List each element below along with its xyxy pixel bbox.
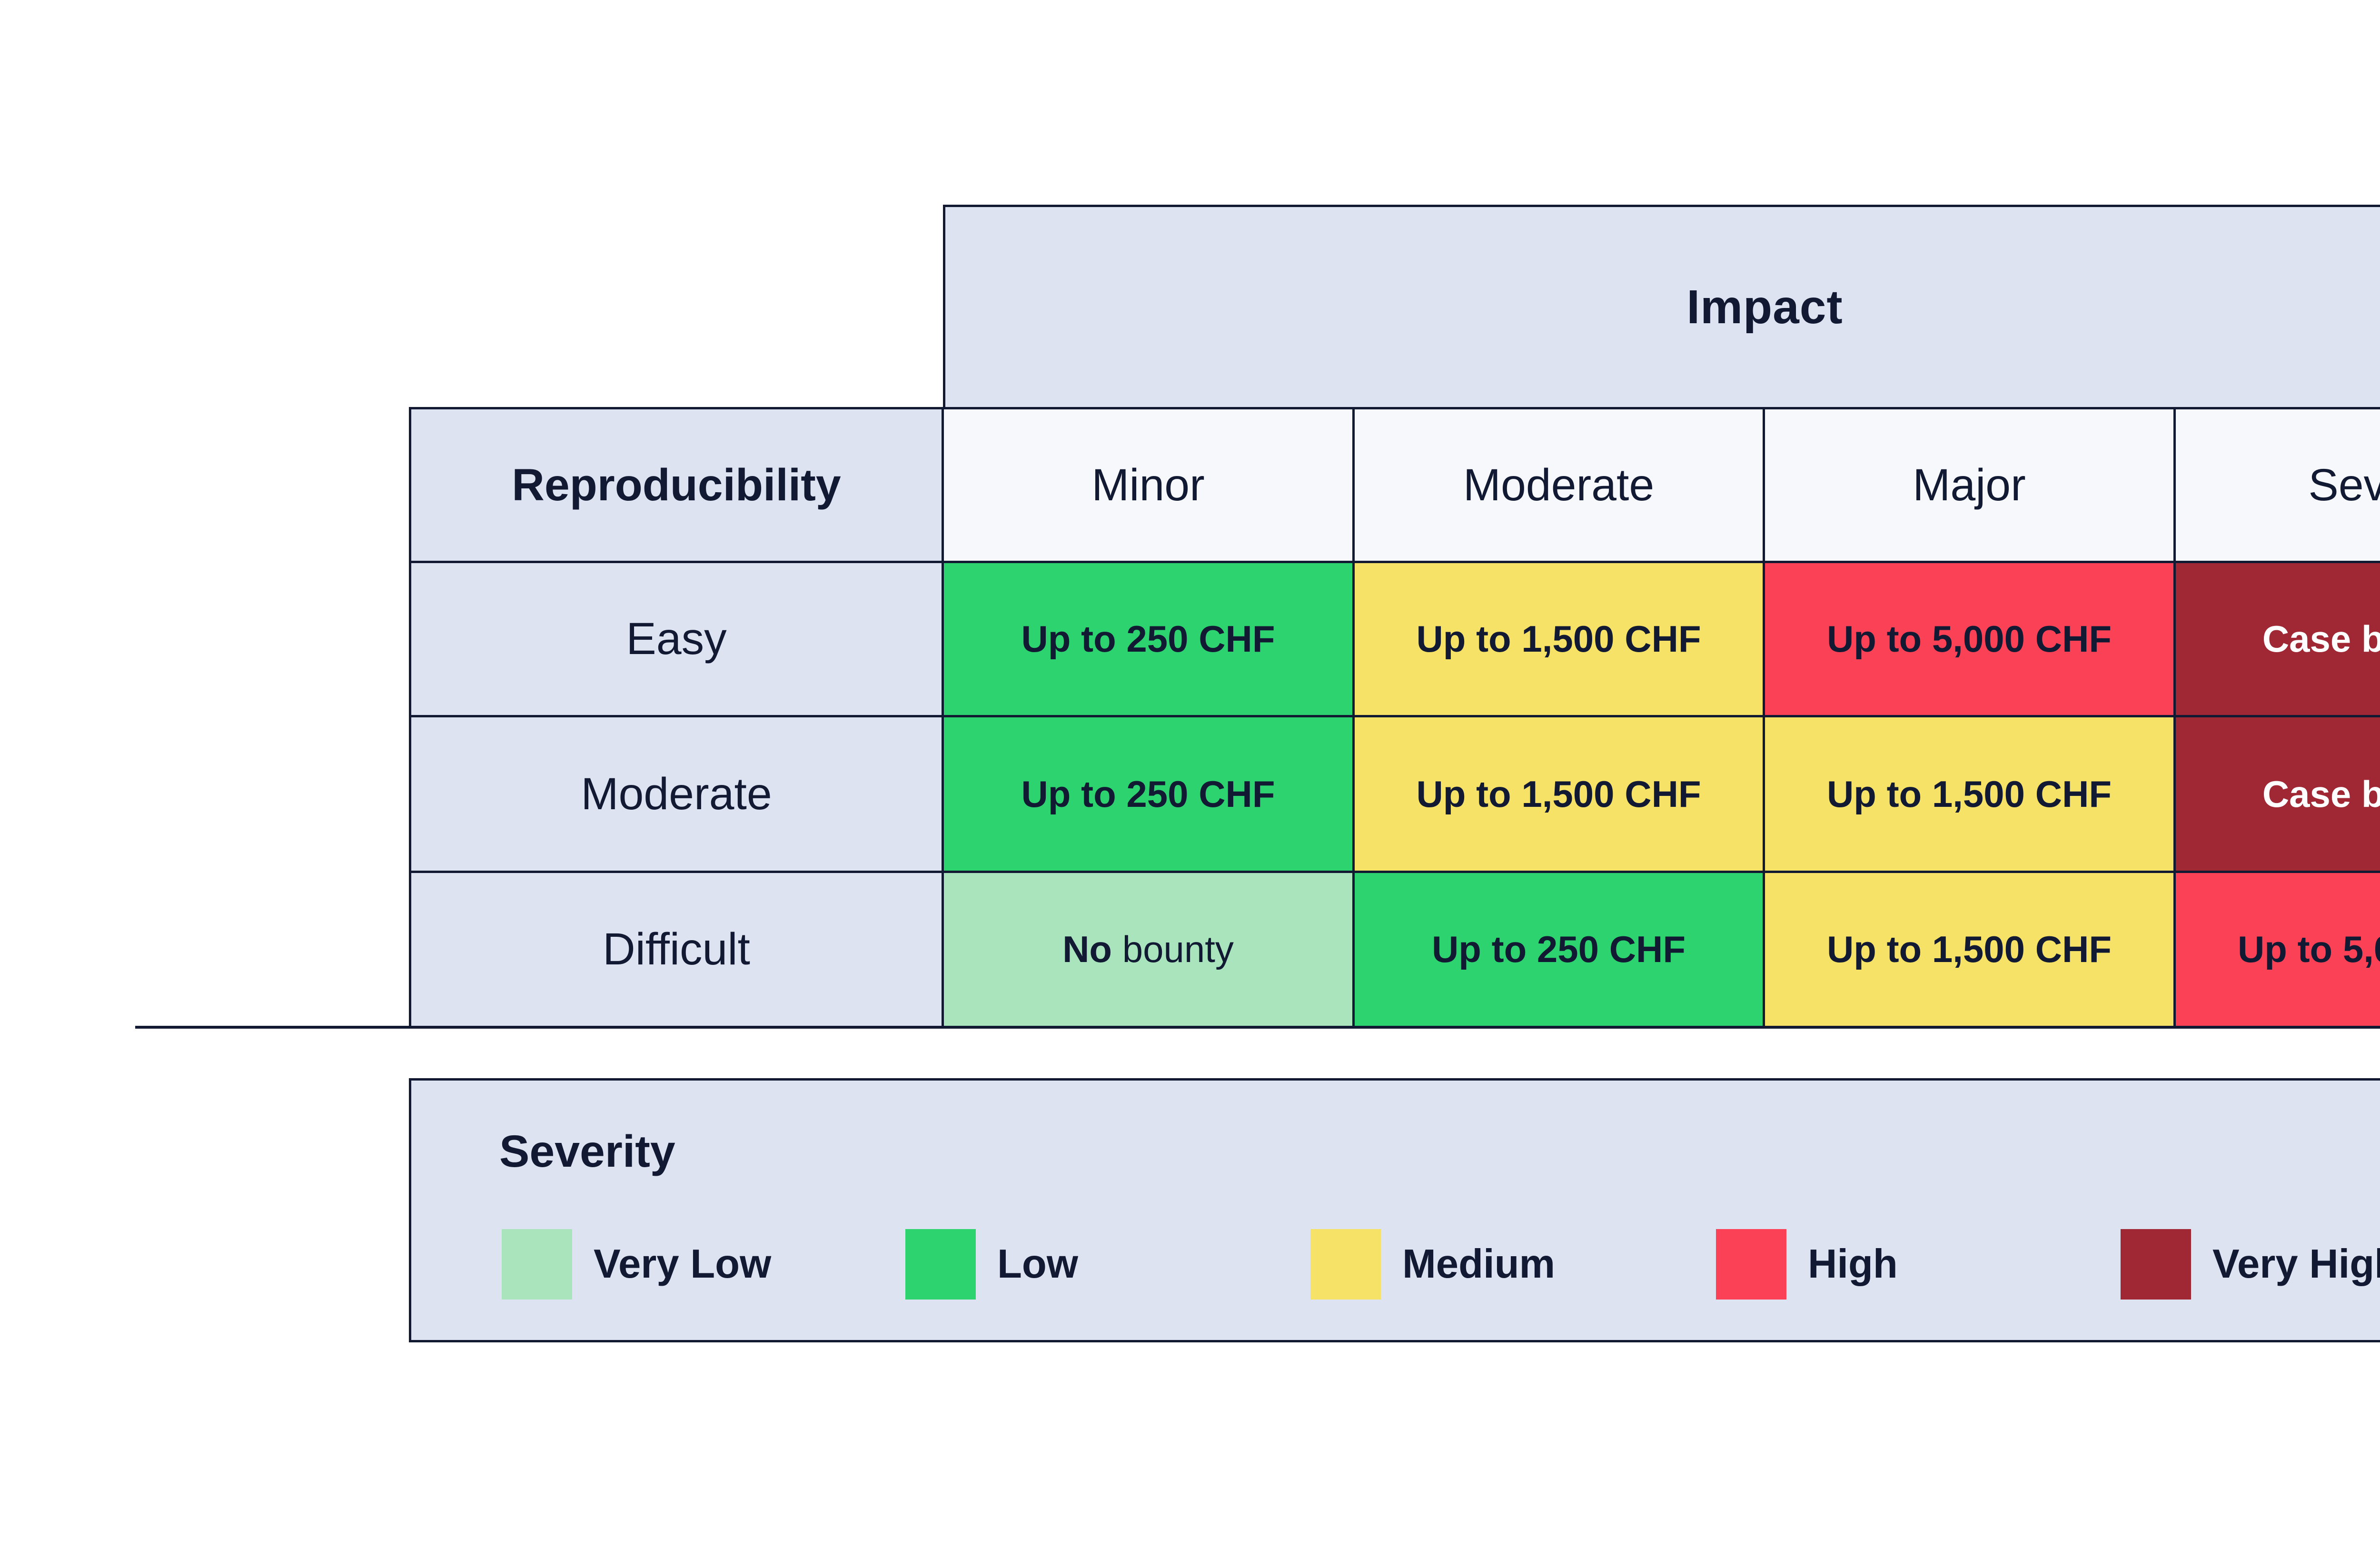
legend-item-low: Low [905, 1229, 1078, 1300]
severity-legend: Severity Very Low Low Medium High Very H… [409, 1078, 2380, 1342]
bounty-cell-moderate-minor: Up to 250 CHF [944, 717, 1352, 871]
bounty-cell-difficult-major: Up to 1,500 CHF [1765, 873, 2173, 1026]
bounty-cell-moderate-severe: Case by case [2176, 717, 2380, 871]
severity-swatch-very-high [2121, 1229, 2191, 1300]
row-header-moderate: Moderate [411, 717, 942, 871]
column-header-moderate: Moderate [1355, 409, 1763, 561]
legend-item-high: High [1716, 1229, 1898, 1300]
legend-item-very-low: Very Low [502, 1229, 771, 1300]
row-header-easy: Easy [411, 563, 942, 715]
column-header-minor: Minor [944, 409, 1352, 561]
bounty-cell-difficult-minor: No bounty [944, 873, 1352, 1026]
bounty-cell-easy-severe: Case by case [2176, 563, 2380, 715]
bounty-cell-easy-moderate: Up to 1,500 CHF [1355, 563, 1763, 715]
bounty-cell-easy-major: Up to 5,000 CHF [1765, 563, 2173, 715]
bounty-cell-moderate-major: Up to 1,500 CHF [1765, 717, 2173, 871]
row-header-difficult: Difficult [411, 873, 942, 1026]
column-header-major: Major [1765, 409, 2173, 561]
severity-swatch-very-low [502, 1229, 572, 1300]
legend-title: Severity [499, 1126, 675, 1177]
legend-item-very-high: Very High [2121, 1229, 2380, 1300]
bounty-cell-moderate-moderate: Up to 1,500 CHF [1355, 717, 1763, 871]
severity-swatch-low [905, 1229, 976, 1300]
bounty-cell-difficult-moderate: Up to 250 CHF [1355, 873, 1763, 1026]
impact-header: Impact [943, 205, 2380, 409]
column-header-severe: Severe [2176, 409, 2380, 561]
baseline-rule [135, 1026, 2380, 1029]
bounty-table: Reproducibility Minor Moderate Major Sev… [409, 407, 2380, 1028]
severity-swatch-high [1716, 1229, 1786, 1300]
severity-swatch-medium [1310, 1229, 1381, 1300]
reproducibility-header: Reproducibility [411, 409, 942, 561]
impact-header-label: Impact [1686, 280, 1843, 334]
bounty-cell-easy-minor: Up to 250 CHF [944, 563, 1352, 715]
legend-item-medium: Medium [1310, 1229, 1555, 1300]
bounty-cell-difficult-severe: Up to 5,000 CHF [2176, 873, 2380, 1026]
